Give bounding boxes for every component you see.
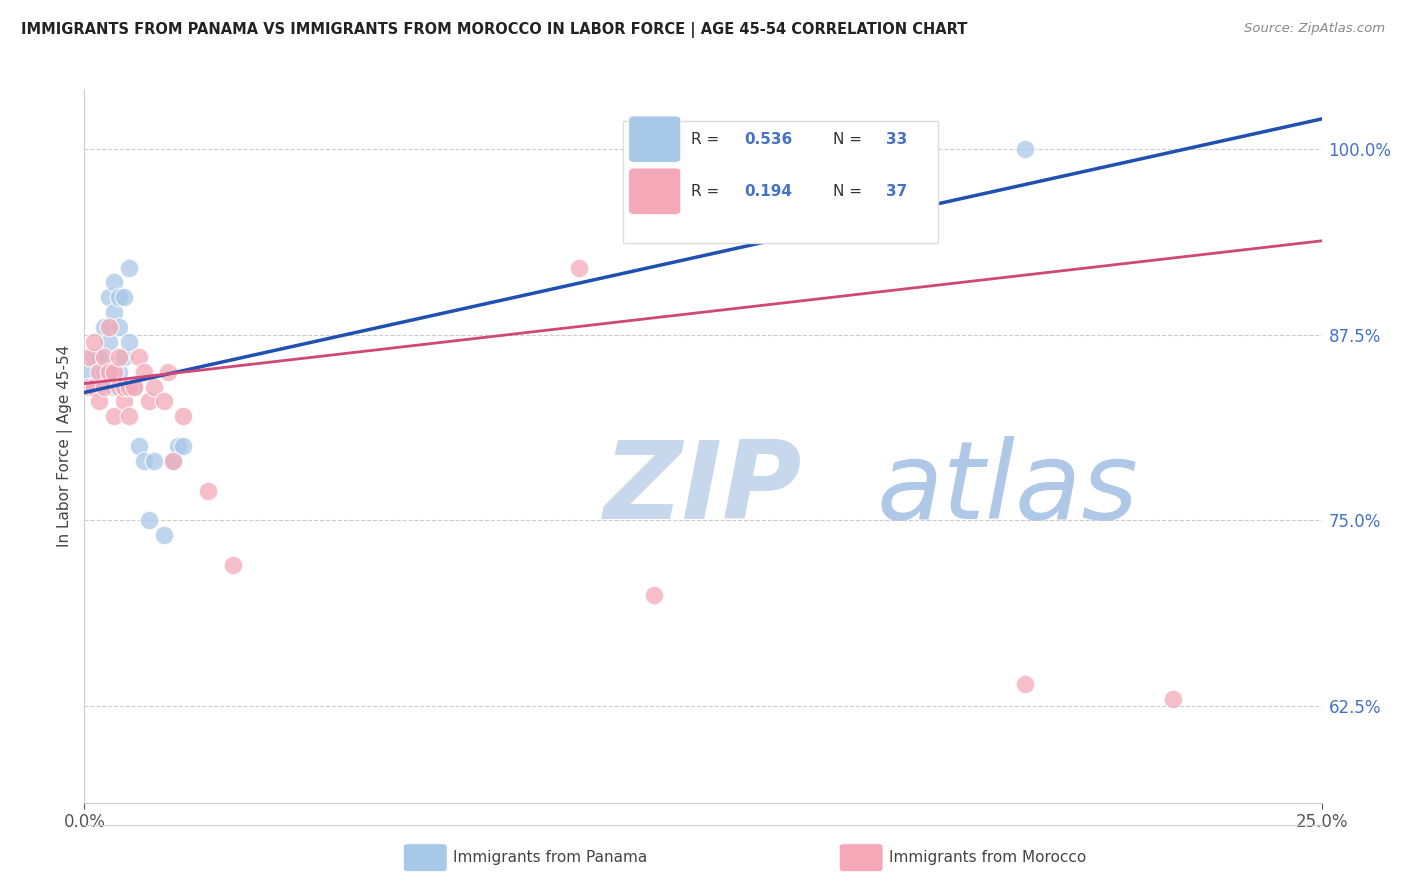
Point: [112, 379, 135, 393]
Text: 37: 37: [886, 184, 907, 199]
Point: [103, 276, 125, 290]
Point: [118, 334, 141, 349]
Point: [162, 454, 184, 468]
Point: [108, 379, 131, 393]
Text: ZIP: ZIP: [605, 436, 803, 541]
Point: [79, 379, 101, 393]
Point: [197, 483, 219, 498]
Point: [172, 439, 194, 453]
Text: Immigrants from Morocco: Immigrants from Morocco: [889, 850, 1085, 864]
Point: [108, 320, 131, 334]
Point: [103, 365, 125, 379]
FancyBboxPatch shape: [628, 116, 681, 162]
FancyBboxPatch shape: [628, 168, 681, 214]
Point: [98, 334, 121, 349]
Point: [83, 379, 105, 393]
Y-axis label: In Labor Force | Age 45-54: In Labor Force | Age 45-54: [58, 345, 73, 547]
Point: [138, 394, 160, 409]
Point: [103, 409, 125, 424]
Point: [138, 513, 160, 527]
Text: atlas: atlas: [876, 436, 1137, 541]
Point: [128, 439, 150, 453]
Point: [142, 454, 165, 468]
Point: [568, 260, 591, 275]
Text: 0.194: 0.194: [744, 184, 792, 199]
Point: [152, 528, 174, 542]
Point: [152, 394, 174, 409]
Point: [222, 558, 245, 572]
Point: [89, 365, 111, 379]
Point: [93, 350, 115, 364]
Point: [83, 379, 105, 393]
Point: [122, 379, 145, 393]
Text: N =: N =: [832, 184, 866, 199]
Text: Immigrants from Panama: Immigrants from Panama: [453, 850, 647, 864]
Point: [865, 142, 887, 156]
Point: [112, 394, 135, 409]
Point: [112, 290, 135, 304]
Point: [1014, 677, 1036, 691]
Point: [1014, 142, 1036, 156]
Point: [103, 379, 125, 393]
Point: [167, 439, 190, 453]
Point: [98, 365, 121, 379]
Point: [83, 350, 105, 364]
Point: [98, 320, 121, 334]
Point: [93, 320, 115, 334]
Point: [118, 260, 141, 275]
Point: [112, 350, 135, 364]
Point: [172, 409, 194, 424]
Point: [128, 350, 150, 364]
Text: IMMIGRANTS FROM PANAMA VS IMMIGRANTS FROM MOROCCO IN LABOR FORCE | AGE 45-54 COR: IMMIGRANTS FROM PANAMA VS IMMIGRANTS FRO…: [21, 22, 967, 38]
Point: [79, 379, 101, 393]
Point: [108, 350, 131, 364]
Point: [132, 365, 155, 379]
Point: [118, 379, 141, 393]
Text: N =: N =: [832, 132, 866, 146]
Text: 33: 33: [886, 132, 907, 146]
Point: [93, 365, 115, 379]
Point: [108, 365, 131, 379]
Text: R =: R =: [690, 132, 724, 146]
Point: [89, 350, 111, 364]
Text: 0.536: 0.536: [744, 132, 792, 146]
Point: [132, 454, 155, 468]
Point: [103, 305, 125, 319]
Point: [1161, 691, 1184, 706]
Text: Source: ZipAtlas.com: Source: ZipAtlas.com: [1244, 22, 1385, 36]
Point: [118, 409, 141, 424]
FancyBboxPatch shape: [623, 121, 938, 243]
Point: [108, 290, 131, 304]
Point: [122, 379, 145, 393]
Point: [89, 379, 111, 393]
Point: [93, 379, 115, 393]
Point: [162, 454, 184, 468]
Text: R =: R =: [690, 184, 724, 199]
Point: [79, 350, 101, 364]
Point: [98, 290, 121, 304]
Point: [643, 588, 665, 602]
Point: [83, 334, 105, 349]
Point: [89, 394, 111, 409]
Point: [79, 365, 101, 379]
Point: [157, 365, 180, 379]
Point: [142, 379, 165, 393]
